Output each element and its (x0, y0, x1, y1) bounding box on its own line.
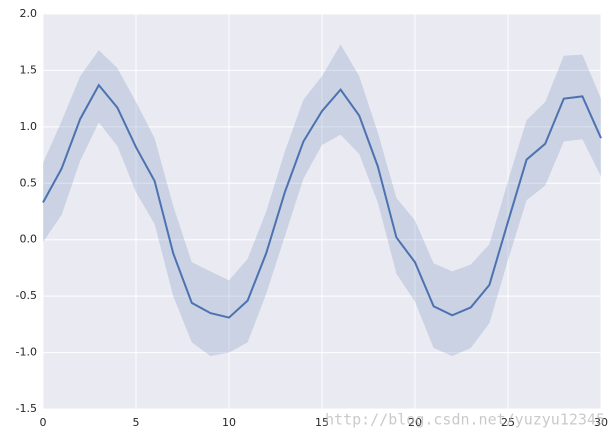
line (42, 83, 602, 319)
x-tick-label: 20 (408, 416, 422, 429)
watermark: http://blog.csdn.net/yuzyu12345 (325, 411, 605, 429)
y-tick-label: 0.5 (20, 176, 38, 189)
x-tick-label: 10 (222, 416, 236, 429)
y-tick-label: 1.5 (20, 63, 38, 76)
x-tick-label: 30 (594, 416, 608, 429)
y-tick-label: 2.0 (20, 7, 38, 20)
y-tick-label: 1.0 (20, 120, 38, 133)
y-tick-label: 0.0 (20, 233, 38, 246)
y-tick-label: -1.0 (16, 346, 37, 359)
x-tick-label: 25 (501, 416, 515, 429)
x-tick-label: 0 (40, 416, 47, 429)
y-tick-label: -1.5 (16, 402, 37, 415)
x-tick-label: 5 (133, 416, 140, 429)
y-tick-label: -0.5 (16, 289, 37, 302)
x-tick-label: 15 (315, 416, 329, 429)
